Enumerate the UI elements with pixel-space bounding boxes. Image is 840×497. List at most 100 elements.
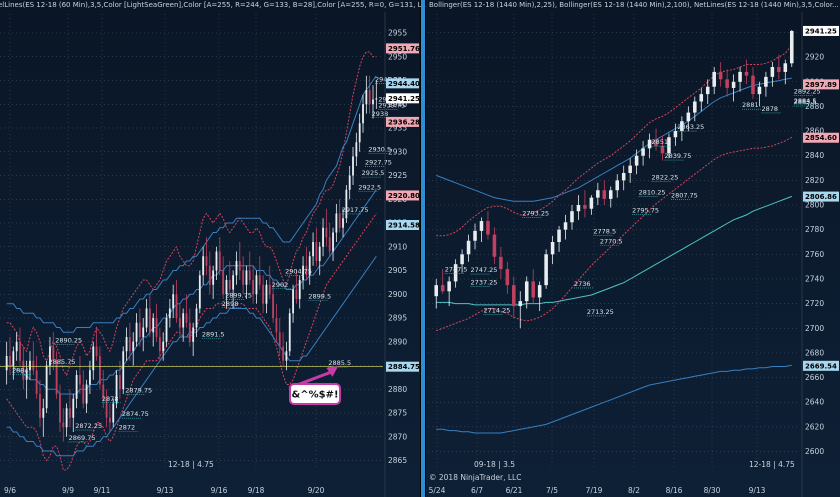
candle-body [667,137,671,154]
candle-body [699,94,704,102]
price-tag [803,25,839,36]
candle-body [198,275,201,309]
candle-body [434,285,439,297]
y-tick-label: 2640 [805,398,824,407]
y-tick-label: 2865 [388,456,407,465]
price-annotation: 2713.25 [587,308,614,316]
indicator-band-line [6,256,377,457]
right-chart-bands [436,44,793,434]
candle-body [647,139,652,149]
price-annotation: 2892.25 [794,87,821,95]
price-annotation: 2930.5 [368,145,391,153]
candle-body [757,86,762,95]
candle-body [52,346,55,361]
candle-body [132,341,135,352]
y-tick-label: 2950 [388,52,407,61]
y-tick-label: 2720 [805,299,824,308]
left-chart-panel[interactable]: 2884 2885.75 2890.25 2878 2872.25 2869.75 2879… [0,0,428,497]
price-annotation: 2869.75 [69,434,96,442]
price-tag-label: 2941.25 [805,27,837,35]
candle-body [654,139,658,146]
candle-body [65,408,68,428]
candle-body [524,281,529,302]
candle-body [42,408,45,418]
candle-body [298,280,301,299]
candle-body [315,242,318,261]
candle-body [155,318,158,337]
y-tick-label: 2820 [805,176,824,185]
candle-body [557,229,561,242]
candle-body [252,280,255,295]
candle-body [365,90,368,105]
price-annotation: 2747.5 [445,266,468,274]
candle-body [142,327,145,337]
candle-body [744,71,749,76]
candle-body [751,75,755,95]
candle-body [570,211,574,223]
candle-body [764,76,768,87]
candle-body [295,289,298,299]
price-tag-label: 2941.25 [388,95,420,103]
candle-body [492,234,497,257]
candle-body [783,63,788,72]
y-tick-label: 2930 [388,147,407,156]
price-annotation: 2884.5 [794,97,817,105]
price-annotation: 2807.75 [671,191,698,199]
candle-body [162,341,165,352]
y-tick-label: 2890 [388,337,407,346]
callout-box [289,383,341,405]
candle-body [777,66,781,72]
price-tag [803,191,839,202]
candle-body [135,322,138,342]
candle-body [348,175,351,190]
candle-body [368,90,371,105]
candle-body [440,285,445,292]
candle-body [282,346,285,361]
candle-body [205,256,208,266]
candle-body [576,205,581,212]
candle-body [789,30,794,64]
right-price-axis[interactable]: 2600 2620 2640 2660 2680 2700 2720 2740 2760 2780… [801,12,839,497]
right-time-axis[interactable]: 5/24 6/7 6/21 7/5 7/19 8/2 8/16 8/30 9/13 [429,486,766,495]
candle-body [182,313,185,328]
candle-body [19,341,21,361]
x-tick-label: 9/6 [4,486,16,495]
candle-body [85,384,88,404]
price-annotation: 2879.75 [125,386,152,394]
candle-body [105,398,108,418]
x-tick-label: 8/16 [666,486,683,495]
price-annotation: 2899.5 [308,293,331,301]
candle-body [15,341,18,352]
indicator-band-line [436,364,792,434]
candle-body [168,308,171,318]
candle-body [345,189,348,219]
candle-body [302,265,304,280]
y-tick-label: 2680 [805,348,824,357]
candle-body [255,275,258,295]
x-tick-label: 9/9 [62,486,74,495]
candle-body [45,365,48,409]
candle-body [215,251,218,271]
price-annotation: 2795.75 [632,206,659,214]
right-chart-background [426,0,840,497]
x-tick-label: 8/30 [704,486,721,495]
candle-body [195,308,198,328]
indicator-band-line [6,213,377,471]
price-tag [386,93,419,104]
price-tag [803,132,839,143]
indicator-band-line [436,195,792,306]
left-time-axis[interactable]: 9/6 9/9 9/11 9/13 9/16 9/18 9/20 [4,486,325,495]
left-price-axis[interactable]: 2865287028752880288528902895290029052910… [384,12,420,497]
candle-body [172,294,175,309]
x-tick-label: 7/5 [546,486,558,495]
price-annotation: 2872.25 [75,422,102,430]
price-annotation: 2890.25 [55,337,82,345]
panel-divider[interactable] [421,0,425,497]
candle-body [705,86,710,95]
candle-body [332,232,334,252]
candle-body [589,197,594,209]
y-tick-label: 2760 [805,250,824,259]
candle-body [108,417,111,423]
y-tick-label: 2780 [805,225,824,234]
